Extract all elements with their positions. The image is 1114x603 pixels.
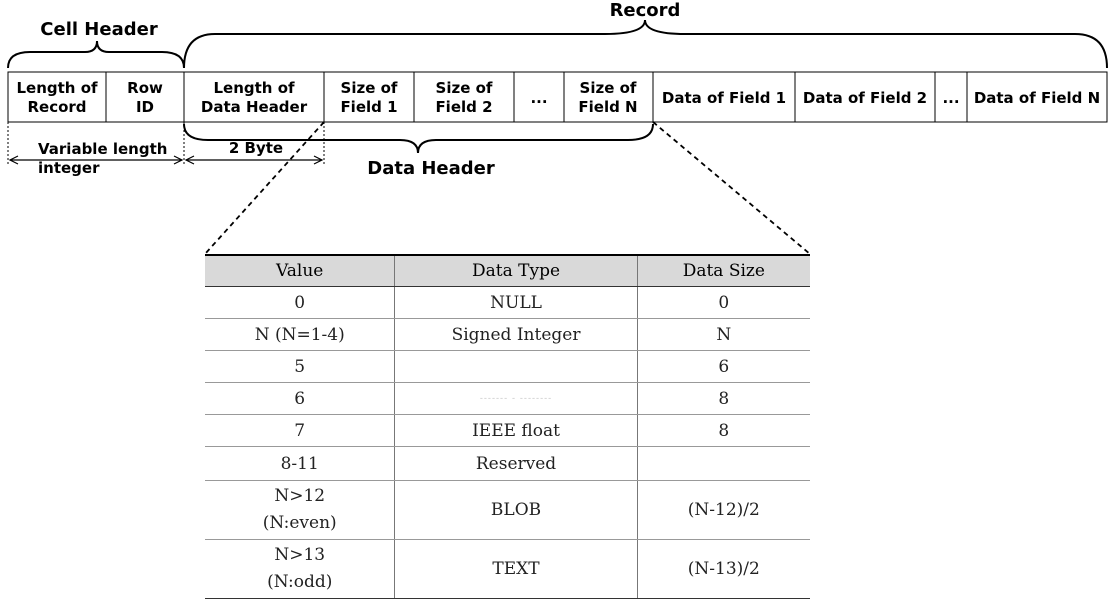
cell-text-data-of-field-n: Data of Field N — [974, 89, 1100, 107]
cell-text-ellipsis-1: ... — [530, 89, 547, 107]
cell-data-of-field-2 — [794, 71, 936, 123]
cell-text-length-of-record-1: Length of — [16, 79, 98, 97]
table-row: 6 ------- - -------- 8 — [205, 382, 810, 415]
cell-data-type: Reserved — [394, 446, 638, 481]
record-label: Record — [610, 0, 681, 21]
cell-data-of-field-n — [966, 71, 1108, 123]
variable-length-arrow — [8, 155, 184, 165]
header-data-type: Data Type — [394, 254, 638, 287]
table-row: 7 IEEE float 8 — [205, 414, 810, 447]
cell-value: N (N=1-4) — [205, 318, 395, 351]
cell-data-size: 8 — [636, 414, 810, 447]
cell-value: 0 — [205, 286, 395, 319]
cell-data-size: 0 — [636, 286, 810, 319]
cell-value: 6 — [205, 382, 395, 415]
cell-text-size-of-field-2-1: Size of — [436, 79, 493, 97]
cell-data-type: Signed Integer — [394, 318, 638, 351]
header-data-size: Data Size — [636, 254, 810, 287]
cell-text-length-of-record-2: Record — [27, 98, 86, 116]
two-byte-label: 2 Byte — [229, 139, 283, 157]
cell-text-length-of-data-header-2: Data Header — [201, 98, 308, 116]
cell-text-row-id-1: Row — [127, 79, 163, 97]
two-byte-arrow — [184, 155, 324, 165]
table-row: N (N=1-4) Signed Integer N — [205, 318, 810, 351]
table-row: 0 NULL 0 — [205, 286, 810, 319]
data-header-label: Data Header — [367, 158, 495, 179]
cell-data-type — [394, 350, 638, 383]
header-value: Value — [205, 254, 395, 287]
variable-length-label-1: Variable length — [38, 140, 167, 158]
cell-data-type: NULL — [394, 286, 638, 319]
cell-value: N>13 (N:odd) — [205, 539, 395, 599]
cell-text-size-of-field-n-1: Size of — [580, 79, 637, 97]
cell-text-size-of-field-n-2: Field N — [578, 98, 637, 116]
cell-text-row-id-2: ID — [136, 98, 154, 116]
cell-ellipsis-2 — [934, 71, 968, 123]
record-row — [7, 71, 1108, 123]
cell-text-data-of-field-1: Data of Field 1 — [662, 89, 786, 107]
cell-data-type: IEEE float — [394, 414, 638, 447]
cell-text-ellipsis-2: ... — [942, 89, 959, 107]
serial-type-table: Value Data Type Data Size 0 NULL 0 N (N=… — [205, 254, 810, 599]
cell-value: 8-11 — [205, 446, 395, 481]
cell-data-type: TEXT — [394, 539, 638, 599]
cell-text-size-of-field-1-1: Size of — [341, 79, 398, 97]
zoom-lines — [204, 121, 811, 255]
table-row: 8-11 Reserved — [205, 446, 810, 481]
cell-text-size-of-field-2-2: Field 2 — [435, 98, 492, 116]
record-brace — [183, 19, 1108, 69]
cell-data-type: ------- - -------- — [394, 382, 638, 415]
table-row: N>13 (N:odd) TEXT (N-13)/2 — [205, 539, 810, 599]
cell-value: 7 — [205, 414, 395, 447]
dimension-guides — [7, 122, 325, 166]
cell-value: N>12 (N:even) — [205, 480, 395, 540]
cell-data-of-field-1 — [652, 71, 796, 123]
variable-length-label-2: integer — [38, 159, 100, 177]
cell-text-length-of-data-header-1: Length of — [213, 79, 295, 97]
cell-data-size: 8 — [636, 382, 810, 415]
cell-data-size: 6 — [636, 350, 810, 383]
cell-header-label: Cell Header — [40, 19, 158, 40]
cell-data-type: BLOB — [394, 480, 638, 540]
cell-value: 5 — [205, 350, 395, 383]
cell-text-size-of-field-1-2: Field 1 — [340, 98, 397, 116]
cell-data-size: (N-13)/2 — [636, 539, 810, 599]
table-header-row: Value Data Type Data Size — [205, 254, 810, 287]
cell-length-of-record — [7, 71, 107, 123]
table-row: 5 6 — [205, 350, 810, 383]
cell-data-size — [636, 446, 810, 481]
cell-text-data-of-field-2: Data of Field 2 — [803, 89, 927, 107]
table-row: N>12 (N:even) BLOB (N-12)/2 — [205, 480, 810, 540]
cell-size-of-field-2 — [413, 71, 515, 123]
cell-header-brace — [7, 40, 185, 69]
cell-row-id — [105, 71, 185, 123]
cell-data-size: (N-12)/2 — [636, 480, 810, 540]
cell-data-size: N — [636, 318, 810, 351]
data-header-brace — [183, 123, 654, 154]
